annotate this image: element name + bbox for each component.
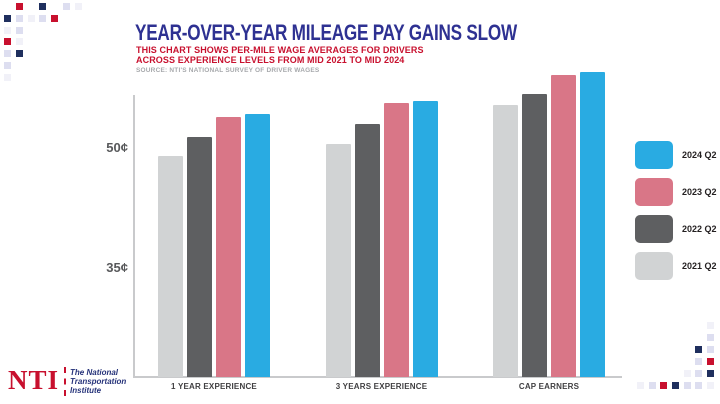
legend-swatch-2021-q2	[635, 252, 673, 280]
decor-dot	[63, 3, 70, 10]
legend-swatch-2024-q2	[635, 141, 673, 169]
nti-logo-divider	[64, 367, 67, 396]
nti-logo-name-line1: The National	[70, 368, 119, 377]
bar-2023-q2-cat3	[551, 75, 576, 377]
legend-swatch-2022-q2	[635, 215, 673, 243]
decor-dot	[707, 370, 714, 377]
decor-dot	[39, 3, 47, 10]
bar-2021-q2-cat1	[158, 156, 183, 377]
page-title: YEAR-OVER-YEAR MILEAGE PAY GAINS SLOW	[135, 20, 517, 45]
x-axis-label-1: 1 YEAR EXPERIENCE	[171, 382, 257, 391]
decor-dot	[636, 382, 644, 389]
decor-dot	[4, 26, 11, 34]
bar-2024-q2-cat3	[580, 72, 605, 377]
nti-logo: NTI The National Transportation Institut…	[8, 366, 126, 396]
decor-dot	[707, 346, 714, 353]
nti-logo-abbr: NTI	[8, 365, 60, 395]
decor-dot	[51, 14, 59, 22]
legend-label-2023-q2: 2023 Q2	[682, 187, 717, 197]
legend-label-2022-q2: 2022 Q2	[682, 224, 717, 234]
chart-legend: 2024 Q2 2023 Q2 2022 Q2 2021 Q2	[635, 141, 717, 289]
bars-layer	[133, 65, 622, 377]
decor-dot	[4, 50, 11, 58]
decor-dot	[707, 358, 714, 365]
legend-label-2024-q2: 2024 Q2	[682, 150, 717, 160]
bar-2022-q2-cat3	[522, 93, 547, 377]
source-note: SOURCE: NTI'S NATIONAL SURVEY OF DRIVER …	[136, 67, 320, 74]
legend-item-2021-q2: 2021 Q2	[635, 252, 717, 280]
bar-2021-q2-cat3	[493, 105, 518, 377]
decor-dot	[695, 370, 703, 377]
legend-label-2021-q2: 2021 Q2	[682, 261, 717, 271]
decor-dot	[4, 14, 11, 22]
decor-dot	[4, 38, 11, 46]
decor-dot	[660, 382, 668, 389]
decor-dot	[39, 14, 47, 22]
decor-dot	[15, 26, 23, 34]
chart-subtitle: THIS CHART SHOWS PER-MILE WAGE AVERAGES …	[136, 45, 424, 65]
bar-2022-q2-cat1	[187, 137, 212, 377]
decor-dot	[74, 3, 82, 10]
legend-item-2024-q2: 2024 Q2	[635, 141, 717, 169]
nti-logo-name: The National Transportation Institute	[70, 366, 126, 395]
bar-2023-q2-cat1	[216, 117, 241, 377]
y-axis-tick-35: 35¢	[106, 260, 128, 276]
decor-dot	[695, 382, 703, 389]
nti-logo-name-line2: Transportation	[70, 377, 127, 386]
y-axis-tick-50: 50¢	[106, 140, 128, 156]
decor-dot	[671, 382, 679, 389]
decor-dot	[648, 382, 656, 389]
decor-dot	[683, 370, 691, 377]
decor-dot	[4, 73, 11, 81]
legend-swatch-2023-q2	[635, 178, 673, 206]
y-axis-line	[133, 95, 135, 377]
legend-item-2023-q2: 2023 Q2	[635, 178, 717, 206]
bar-2022-q2-cat2	[354, 124, 380, 377]
legend-item-2022-q2: 2022 Q2	[635, 215, 717, 243]
chart-subtitle-line1: THIS CHART SHOWS PER-MILE WAGE AVERAGES …	[136, 45, 424, 55]
bar-2024-q2-cat1	[245, 113, 270, 377]
decor-dot	[15, 50, 23, 58]
x-axis-label-2: 3 YEARS EXPERIENCE	[335, 382, 428, 391]
decor-dot	[683, 382, 691, 389]
decor-dot	[15, 14, 23, 22]
decor-dot	[27, 14, 35, 22]
decor-dot	[707, 382, 714, 389]
x-axis-label-3: CAP EARNERS	[518, 382, 580, 391]
decor-dot	[15, 3, 23, 10]
decor-dot	[15, 38, 23, 46]
decor-dot	[707, 334, 714, 341]
bar-2023-q2-cat2	[383, 103, 409, 377]
decor-dot	[4, 62, 11, 69]
nti-logo-name-line3: Institute	[70, 386, 102, 395]
chart-subtitle-line2: ACROSS EXPERIENCE LEVELS FROM MID 2021 T…	[136, 55, 405, 65]
decor-dot	[695, 358, 703, 365]
bar-2024-q2-cat2	[412, 101, 438, 377]
decor-dot	[707, 322, 714, 329]
bar-2021-q2-cat2	[325, 144, 351, 377]
decor-dot	[695, 346, 703, 353]
